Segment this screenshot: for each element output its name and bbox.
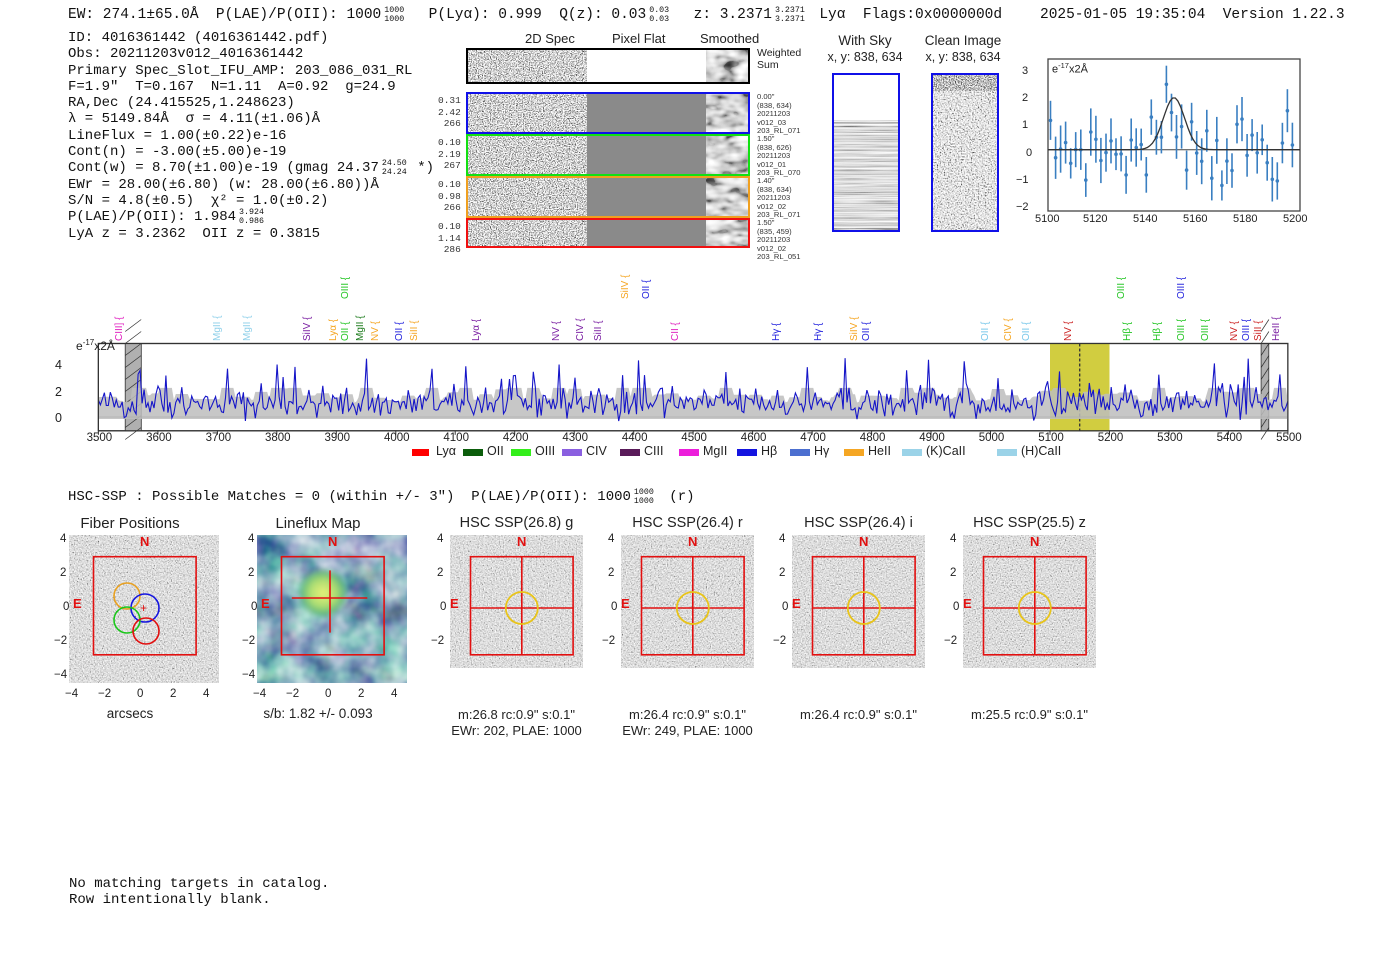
svg-text:−4: −4 — [54, 669, 68, 681]
svg-text:N: N — [688, 534, 697, 549]
svg-text:0: 0 — [953, 601, 959, 613]
svg-text:4: 4 — [608, 533, 615, 545]
svg-text:E: E — [450, 596, 459, 611]
svg-text:2: 2 — [358, 688, 364, 700]
svg-text:2: 2 — [779, 567, 785, 579]
svg-text:−2: −2 — [944, 635, 957, 647]
svg-text:2: 2 — [608, 567, 614, 579]
svg-text:2: 2 — [950, 567, 956, 579]
svg-text:N: N — [328, 534, 337, 549]
svg-text:0: 0 — [611, 601, 617, 613]
svg-text:N: N — [1030, 534, 1039, 549]
svg-text:E: E — [792, 596, 801, 611]
svg-text:+: + — [140, 601, 147, 615]
svg-text:N: N — [859, 534, 868, 549]
svg-text:0: 0 — [63, 601, 69, 613]
svg-text:4: 4 — [248, 533, 255, 545]
svg-text:0: 0 — [782, 601, 788, 613]
svg-text:−2: −2 — [431, 635, 444, 647]
svg-text:2: 2 — [248, 567, 254, 579]
svg-text:0: 0 — [325, 688, 331, 700]
svg-text:E: E — [621, 596, 630, 611]
svg-text:E: E — [261, 596, 270, 611]
svg-text:0: 0 — [440, 601, 446, 613]
svg-text:0: 0 — [251, 601, 257, 613]
svg-text:4: 4 — [391, 688, 398, 700]
svg-text:−4: −4 — [242, 669, 256, 681]
svg-text:N: N — [517, 534, 526, 549]
svg-text:−2: −2 — [773, 635, 786, 647]
svg-text:−4: −4 — [65, 688, 79, 700]
svg-text:−2: −2 — [54, 635, 67, 647]
svg-text:−4: −4 — [253, 688, 267, 700]
svg-text:0: 0 — [137, 688, 143, 700]
svg-text:E: E — [73, 596, 82, 611]
svg-text:E: E — [963, 596, 972, 611]
svg-text:4: 4 — [950, 533, 957, 545]
svg-text:−2: −2 — [286, 688, 299, 700]
svg-text:2: 2 — [437, 567, 443, 579]
svg-text:2: 2 — [60, 567, 66, 579]
svg-text:4: 4 — [779, 533, 786, 545]
svg-text:−2: −2 — [602, 635, 615, 647]
svg-text:−2: −2 — [242, 635, 255, 647]
svg-text:−2: −2 — [98, 688, 111, 700]
svg-text:4: 4 — [203, 688, 210, 700]
svg-text:2: 2 — [170, 688, 176, 700]
svg-text:4: 4 — [60, 533, 67, 545]
svg-text:4: 4 — [437, 533, 444, 545]
svg-text:N: N — [140, 534, 149, 549]
